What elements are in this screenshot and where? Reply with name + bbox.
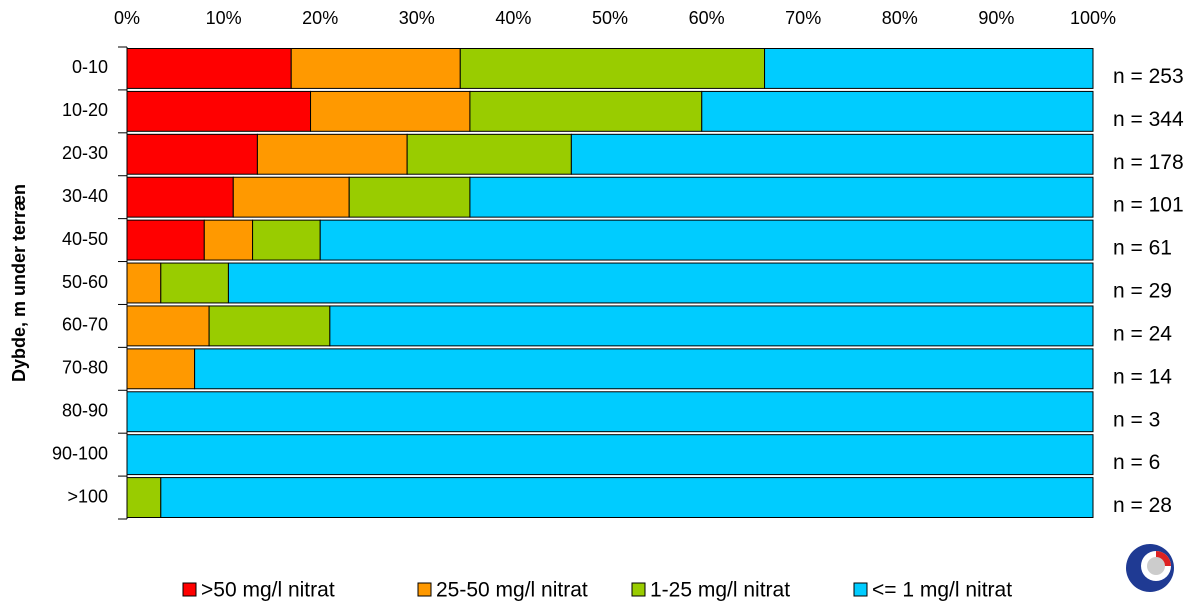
n-label: n = 29 — [1113, 280, 1172, 303]
legend-label: 25-50 mg/l nitrat — [436, 579, 588, 602]
n-label: n = 344 — [1113, 108, 1184, 131]
n-label: n = 178 — [1113, 151, 1184, 174]
bar-segment — [310, 90, 471, 132]
n-label: n = 253 — [1113, 65, 1184, 88]
y-tick-label: 60-70 — [62, 315, 108, 335]
bar-segment — [256, 133, 408, 175]
bar-segment — [126, 305, 210, 347]
x-tick-label: 70% — [785, 8, 821, 28]
y-tick-label: >100 — [67, 486, 108, 506]
x-tick-label: 0% — [114, 8, 140, 28]
legend-swatch — [853, 582, 868, 597]
legend-swatch — [182, 582, 197, 597]
bar-segment — [319, 219, 1094, 261]
legend-label: <= 1 mg/l nitrat — [872, 579, 1012, 602]
y-tick-label: 70-80 — [62, 358, 108, 378]
bar-segment — [126, 477, 162, 519]
bar-segment — [227, 262, 1094, 304]
bar-segment — [469, 90, 703, 132]
bar-segment — [203, 219, 254, 261]
bar-segment — [160, 262, 229, 304]
n-label: n = 28 — [1113, 494, 1172, 517]
x-tick-label: 80% — [882, 8, 918, 28]
bar-segment — [160, 477, 1094, 519]
y-tick-label: 40-50 — [62, 229, 108, 249]
bar-segment — [208, 305, 331, 347]
bar-segment — [469, 176, 1094, 218]
bar-segment — [126, 262, 162, 304]
bar-segment — [126, 133, 258, 175]
n-label: n = 14 — [1113, 365, 1172, 388]
x-tick-label: 20% — [302, 8, 338, 28]
y-tick-label: 30-40 — [62, 186, 108, 206]
bar-segment — [570, 133, 1094, 175]
y-tick-label: 50-60 — [62, 272, 108, 292]
bar-segment — [126, 48, 292, 89]
bar-segment — [290, 48, 461, 89]
bar-segment — [701, 90, 1094, 132]
legend-label: >50 mg/l nitrat — [201, 579, 335, 602]
legend-swatch — [417, 582, 432, 597]
y-tick-label: 20-30 — [62, 143, 108, 163]
legend-label: 1-25 mg/l nitrat — [650, 579, 790, 602]
n-label: n = 61 — [1113, 237, 1172, 260]
bar-segment — [348, 176, 471, 218]
y-tick-label: 90-100 — [52, 443, 108, 463]
x-tick-label: 30% — [399, 8, 435, 28]
n-label: n = 24 — [1113, 322, 1172, 345]
x-tick-label: 40% — [495, 8, 531, 28]
legend-swatch — [631, 582, 646, 597]
bar-segment — [126, 219, 205, 261]
x-tick-label: 100% — [1070, 8, 1116, 28]
x-tick-label: 10% — [206, 8, 242, 28]
bar-segment — [194, 348, 1094, 390]
bar-segment — [329, 305, 1094, 347]
x-tick-label: 60% — [689, 8, 725, 28]
y-tick-label: 10-20 — [62, 100, 108, 120]
n-label: n = 3 — [1113, 408, 1160, 431]
y-tick-label: 0-10 — [72, 57, 108, 77]
bar-segment — [126, 434, 1094, 476]
x-tick-label: 90% — [978, 8, 1014, 28]
y-tick-label: 80-90 — [62, 400, 108, 420]
bar-segment — [126, 391, 1094, 433]
bar-segment — [126, 348, 196, 390]
bar-segment — [126, 90, 312, 132]
bar-segment — [126, 176, 234, 218]
logo — [1126, 544, 1174, 592]
n-label: n = 101 — [1113, 194, 1184, 217]
n-label: n = 6 — [1113, 451, 1160, 474]
y-axis-label: Dybde, m under terræn — [9, 184, 29, 382]
bar-segment — [252, 219, 321, 261]
bar-segment — [232, 176, 350, 218]
bar-segment — [764, 48, 1094, 89]
bar-segment — [459, 48, 766, 89]
bar-segment — [406, 133, 572, 175]
x-tick-label: 50% — [592, 8, 628, 28]
